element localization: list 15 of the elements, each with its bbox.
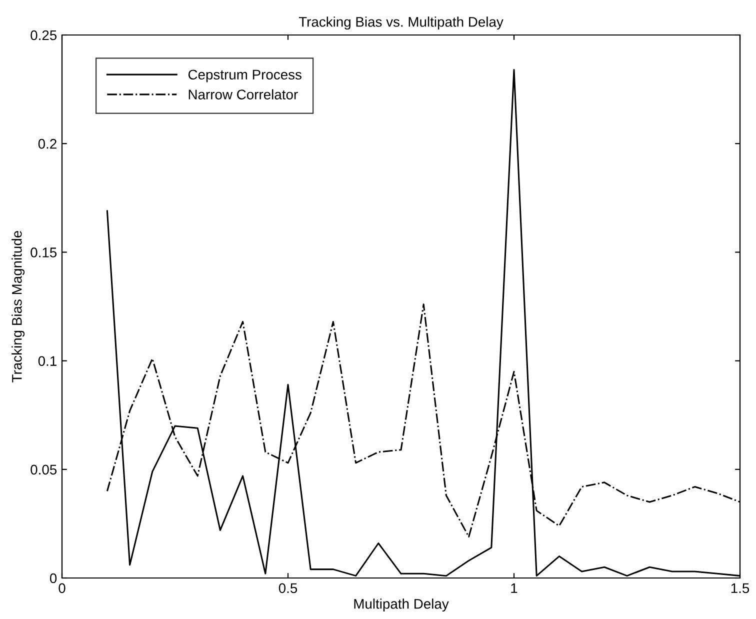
y-tick-label: 0.05 <box>30 464 57 475</box>
y-tick-label: 0.2 <box>38 138 56 149</box>
legend-label: Cepstrum Process <box>188 70 302 82</box>
x-axis-title: Multipath Delay <box>354 598 449 612</box>
x-tick-label: 1 <box>511 583 518 593</box>
x-tick-label: 1.5 <box>731 583 750 594</box>
x-tick-label: 0.5 <box>278 583 298 594</box>
y-tick-label: 0.15 <box>30 248 57 258</box>
y-tick-label: 0.1 <box>38 356 56 366</box>
legend-label: Narrow Correlator <box>188 89 298 100</box>
x-tick-label: 0 <box>58 583 66 594</box>
y-tick-label: 0 <box>50 573 57 584</box>
chart-title: Tracking Bias vs. Multipath Delay <box>298 16 504 30</box>
y-tick-label: 0.25 <box>30 30 57 40</box>
y-axis-title: Tracking Bias Magnitude <box>12 230 25 382</box>
